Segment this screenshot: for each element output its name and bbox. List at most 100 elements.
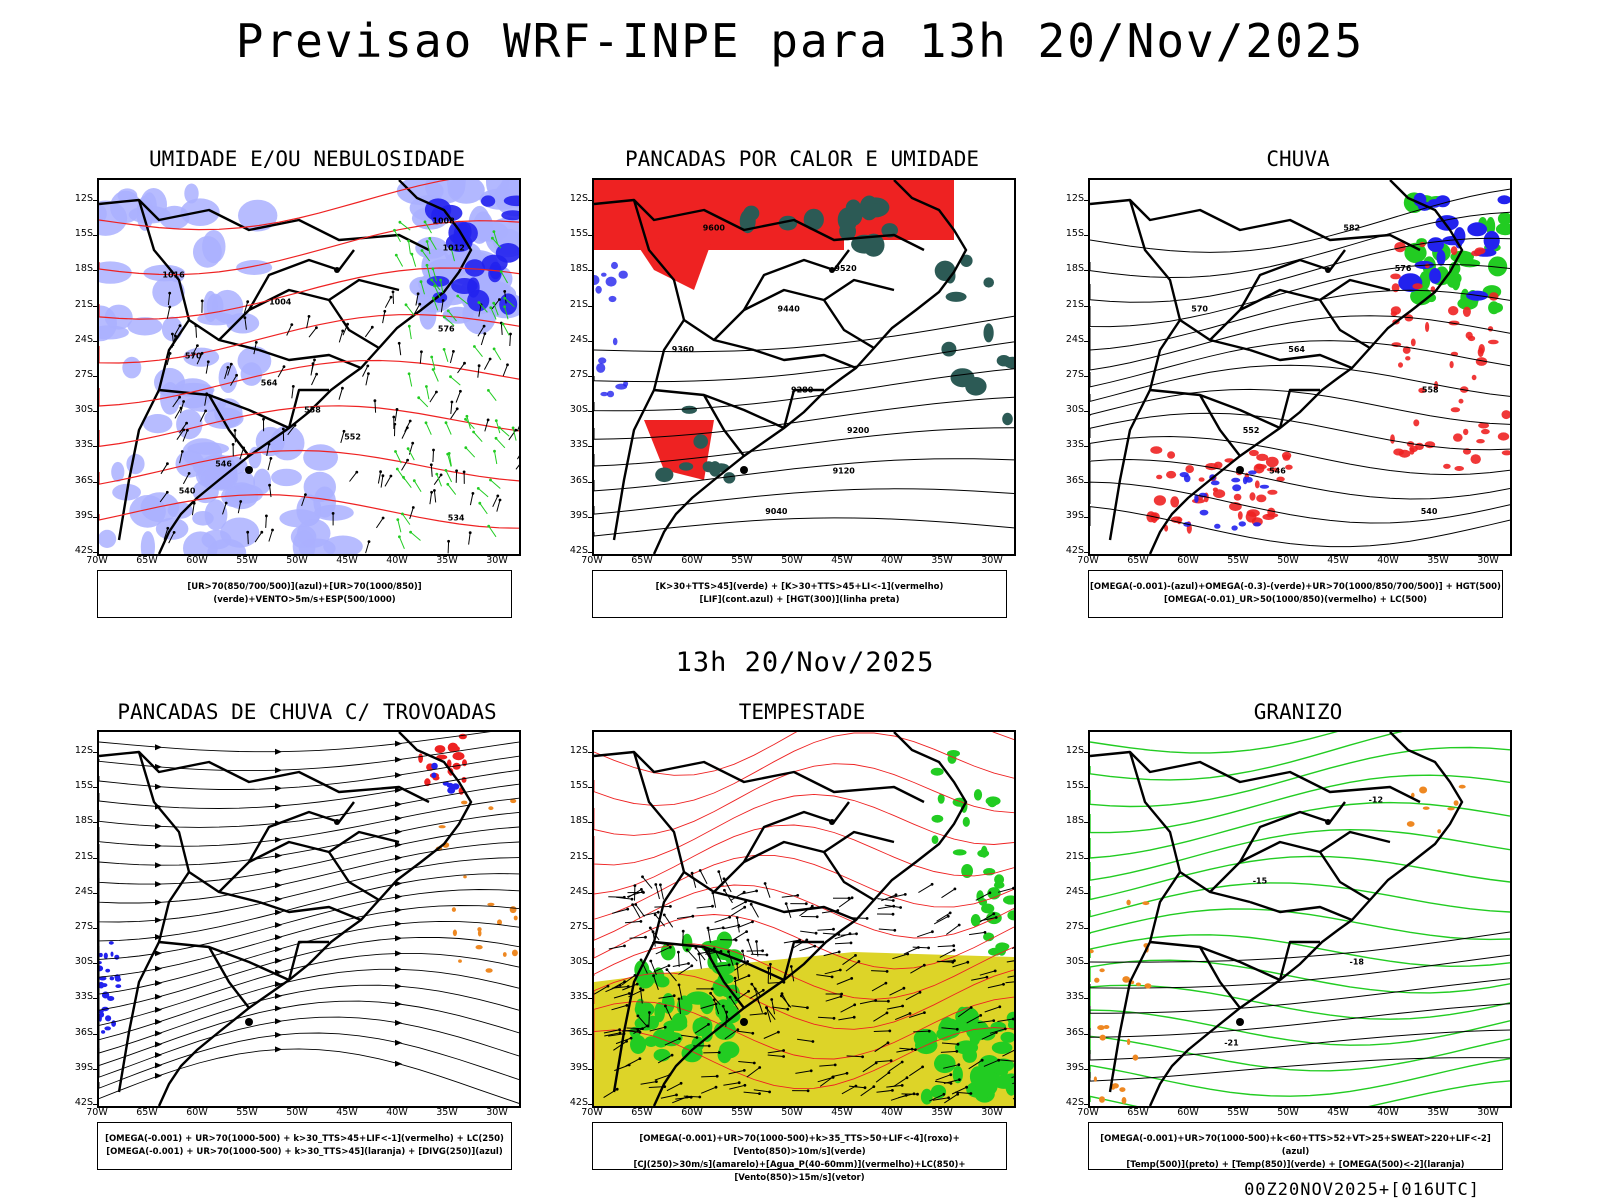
lon-label: 65W (1127, 555, 1149, 566)
lat-label: 12S (74, 745, 93, 756)
lon-label: 60W (1177, 1107, 1199, 1118)
lat-label: 24S (1065, 333, 1084, 345)
lat-label: 33S (1065, 991, 1084, 1003)
lon-label: 55W (1227, 1107, 1249, 1118)
legend-chuva: [OMEGA(-0.001)-(azul)+OMEGA(-0.3)-(verde… (1088, 570, 1503, 618)
lat-label: 24S (74, 885, 93, 897)
lon-label: 65W (136, 1107, 158, 1118)
contour-label: 9280 (791, 385, 814, 394)
lon-label: 35W (436, 555, 458, 566)
lon-label: 65W (631, 555, 653, 566)
panel-title-tempestade: TEMPESTADE (738, 700, 866, 724)
lon-label: 35W (931, 1107, 953, 1118)
lat-label: 36S (74, 1026, 93, 1038)
lat-label: 30S (569, 404, 588, 416)
map-pancadas-trovoadas (97, 730, 521, 1108)
contour-label: 1016 (162, 271, 185, 280)
legend-line: [CJ(250)>30m/s](amarelo)+[Agua_P(40-60mm… (633, 1160, 966, 1183)
panel-title-granizo: GRANIZO (1253, 700, 1343, 724)
lon-label: 50W (781, 1107, 803, 1118)
panel-title-umidade: UMIDADE E/OU NEBULOSIDADE (148, 147, 466, 171)
contour-label: -15 (1253, 877, 1268, 886)
lat-label: 18S (1065, 263, 1084, 275)
contour-label: 540 (179, 487, 196, 496)
lat-label: 12S (569, 745, 588, 756)
lat-label: 42S (74, 545, 93, 556)
lon-label: 35W (931, 555, 953, 566)
legend-line: [OMEGA(-0.001)+UR>70(1000-500)+k<60+TTS>… (1100, 1134, 1491, 1157)
map-chuva: 582 576 570 564 558 552 546 540 (1088, 178, 1512, 556)
lat-label: 36S (1065, 474, 1084, 486)
lat-label: 24S (1065, 885, 1084, 897)
lon-label: 35W (1427, 1107, 1449, 1118)
contour-label: -12 (1369, 796, 1383, 805)
legend-line: [K>30+TTS>45](verde) + [K>30+TTS>45+LI<-… (655, 582, 944, 592)
lat-label: 33S (569, 991, 588, 1003)
contour-label: 564 (261, 379, 278, 388)
lon-label: 30W (486, 1107, 508, 1118)
lon-label: 40W (881, 555, 903, 566)
lat-label: 27S (1065, 921, 1084, 932)
lon-label: 55W (731, 555, 753, 566)
lat-label: 36S (1065, 1026, 1084, 1038)
lon-label: 50W (781, 555, 803, 566)
map-field-umidade: 1008 1012 1016 1004 576 570 564 558 552 546 540 534 (99, 180, 519, 554)
contour-label: 9040 (765, 507, 788, 516)
lat-label: 18S (569, 263, 588, 275)
lat-label: 33S (74, 439, 93, 451)
lon-label: 70W (1077, 555, 1099, 566)
lat-label: 42S (1065, 545, 1084, 556)
contour-label: 576 (1395, 264, 1412, 273)
lat-label: 42S (1065, 1097, 1084, 1108)
lat-label: 15S (1065, 780, 1084, 792)
lon-label: 45W (336, 555, 358, 566)
lat-label: 27S (569, 921, 588, 932)
lat-label: 12S (569, 193, 588, 204)
contour-label: 1008 (432, 217, 455, 226)
contour-label: 546 (1269, 466, 1286, 475)
map-field-chuva: 582 576 570 564 558 552 546 540 (1090, 180, 1510, 554)
forecast-date: 13h 20/Nov/2025 (675, 647, 935, 678)
lon-label: 65W (631, 1107, 653, 1118)
model-run-label: 00Z20NOV2025+[016UTC] (1244, 1180, 1480, 1200)
lat-label: 15S (1065, 228, 1084, 240)
contour-label: 570 (185, 352, 202, 361)
lat-label: 15S (569, 780, 588, 792)
lat-label: 27S (74, 921, 93, 932)
lat-label: 33S (74, 991, 93, 1003)
lon-label: 60W (681, 555, 703, 566)
lon-label: 35W (436, 1107, 458, 1118)
lat-label: 30S (1065, 404, 1084, 416)
lon-label: 70W (581, 1107, 603, 1118)
lon-label: 40W (1377, 1107, 1399, 1118)
lat-label: 39S (1065, 1061, 1084, 1073)
contour-label: 552 (344, 433, 361, 442)
map-field-tempestade (594, 732, 1014, 1106)
contour-label: 534 (448, 514, 465, 523)
lon-label: 70W (86, 555, 108, 566)
contour-label: 540 (1421, 507, 1438, 516)
lon-label: 50W (286, 1107, 308, 1118)
lat-label: 27S (74, 369, 93, 380)
lon-label: 30W (486, 555, 508, 566)
contour-label: 9600 (703, 223, 726, 232)
lat-label: 27S (569, 369, 588, 380)
contour-label: -18 (1350, 958, 1365, 967)
lat-label: 30S (74, 956, 93, 968)
lon-label: 45W (336, 1107, 358, 1118)
lon-label: 70W (1077, 1107, 1099, 1118)
legend-line: [OMEGA(-0.001)-(azul)+OMEGA(-0.3)-(verde… (1090, 582, 1501, 592)
lon-label: 55W (1227, 555, 1249, 566)
lat-label: 30S (1065, 956, 1084, 968)
map-pancadas-calor: 9600 9520 9440 9360 9280 9200 9120 9040 (592, 178, 1016, 556)
lon-label: 30W (981, 555, 1003, 566)
lat-label: 21S (74, 298, 93, 310)
lat-label: 42S (569, 1097, 588, 1108)
legend-line: [Temp(500)](preto) + [Temp(850)](verde) … (1126, 1160, 1465, 1170)
legend-line: [OMEGA(-0.01)_UR>50(1000/850)(vermelho) … (1163, 595, 1428, 605)
lon-label: 30W (1477, 1107, 1499, 1118)
lat-label: 21S (569, 298, 588, 310)
lat-label: 36S (569, 1026, 588, 1038)
map-field-granizo: -12 -15 -18 -21 (1090, 732, 1510, 1106)
lat-label: 39S (74, 1061, 93, 1073)
